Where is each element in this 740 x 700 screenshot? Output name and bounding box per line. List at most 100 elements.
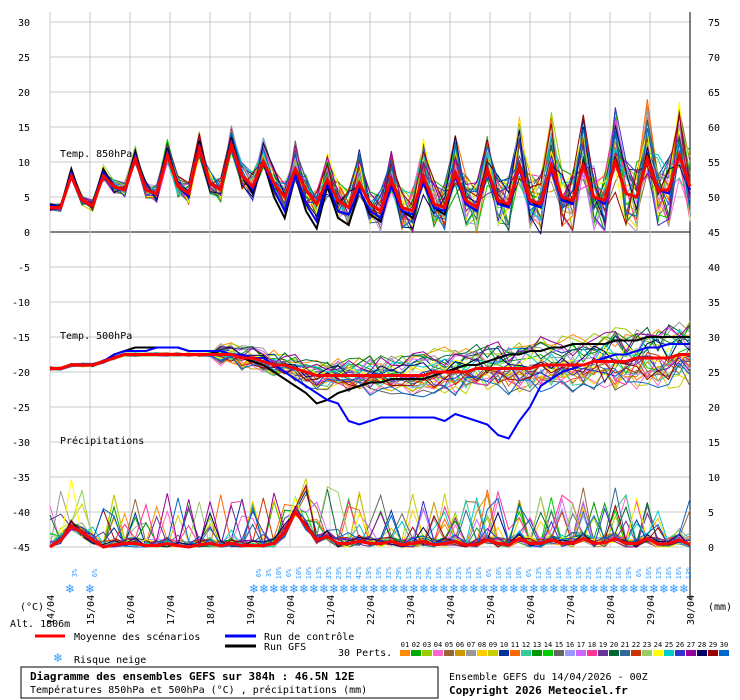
- pert-legend-label: 29: [709, 641, 717, 649]
- pert-legend-swatch: [587, 650, 597, 656]
- snow-risk-pct: 29%: [395, 566, 403, 579]
- snow-risk-pct: 10%: [305, 566, 313, 579]
- right-tick-label: 60: [708, 123, 720, 134]
- snow-risk-icon: ❄: [279, 582, 289, 596]
- pert-legend-label: 17: [577, 641, 585, 649]
- snow-risk-icon: ❄: [389, 582, 399, 596]
- snow-risk-icon: ❄: [419, 582, 429, 596]
- pert-legend-label: 20: [610, 641, 618, 649]
- date-tick-label: 17/04: [166, 595, 177, 625]
- pert-legend-label: 24: [654, 641, 662, 649]
- right-tick-label: 30: [708, 333, 720, 344]
- snow-risk-pct: 13%: [535, 566, 543, 579]
- snow-risk-pct: 16%: [665, 566, 673, 579]
- snow-risk-pct: 16%: [475, 566, 483, 579]
- date-tick-label: 28/04: [606, 595, 617, 625]
- pert-850-line: [49, 107, 691, 232]
- date-tick-label: 15/04: [86, 595, 97, 625]
- snow-risk-icon: ❄: [459, 582, 469, 596]
- pert-legend-label: 16: [566, 641, 574, 649]
- snow-risk-icon: ❄: [479, 582, 489, 596]
- legend-gfs-label: Run GFS: [264, 642, 306, 653]
- snow-risk-pct: 16%: [645, 566, 653, 579]
- snow-risk-pct: 13%: [465, 566, 473, 579]
- left-tick-label: 10: [18, 158, 30, 169]
- snow-risk-icon: ❄: [649, 582, 659, 596]
- snow-risk-icon: ❄: [589, 582, 599, 596]
- snow-risk-icon: ❄: [579, 582, 589, 596]
- left-tick-label: 20: [18, 88, 30, 99]
- snow-risk-pct: 19%: [625, 566, 633, 579]
- legend-mean-label: Moyenne des scénarios: [74, 631, 200, 643]
- snow-risk-pct: 10%: [545, 566, 553, 579]
- snow-risk-icon: ❄: [319, 582, 329, 596]
- pert-legend-swatch: [708, 650, 718, 656]
- snow-risk-pct: 3%: [71, 568, 79, 577]
- snow-risk-icon: ❄: [449, 582, 459, 596]
- pert-legend-swatch: [499, 650, 509, 656]
- pert-legend-swatch: [620, 650, 630, 656]
- left-tick-label: -30: [12, 438, 30, 449]
- snow-risk-icon: ❄: [569, 582, 579, 596]
- snow-risk-icon: ❄: [549, 582, 559, 596]
- right-tick-label: 15: [708, 438, 720, 449]
- date-tick-label: 22/04: [366, 595, 377, 625]
- snow-risk-icon: ❄: [539, 582, 549, 596]
- pert-legend-swatch: [565, 650, 575, 656]
- snow-risk-pct: 29%: [415, 566, 423, 579]
- left-tick-label: -25: [12, 403, 30, 414]
- pert-legend-label: 25: [665, 641, 673, 649]
- snow-risk-pct: 13%: [685, 566, 693, 579]
- pert-legend-label: 08: [478, 641, 486, 649]
- snow-risk-pct: 10%: [565, 566, 573, 579]
- pert-legend-label: 14: [544, 641, 552, 649]
- snow-risk-pct: 19%: [375, 566, 383, 579]
- pert-legend-swatch: [554, 650, 564, 656]
- pert-legend-swatch: [642, 650, 652, 656]
- right-tick-label: 10: [708, 473, 720, 484]
- snow-risk-icon: ❄: [519, 582, 529, 596]
- left-tick-label: -20: [12, 368, 30, 379]
- snow-risk-pct: 6%: [255, 568, 263, 577]
- pert-legend-swatch: [466, 650, 476, 656]
- label-precipitations: Précipitations: [60, 435, 144, 447]
- legend-perts-label: 30 Perts.: [338, 648, 392, 659]
- altitude-label: Alt. 1806m: [10, 619, 70, 630]
- left-tick-label: 30: [18, 18, 30, 29]
- left-tick-label: 5: [24, 193, 30, 204]
- legend-control-label: Run de contrôle: [264, 631, 354, 643]
- date-tick-label: 26/04: [526, 595, 537, 625]
- snow-risk-icon: ❄: [639, 582, 649, 596]
- pert-legend-swatch: [411, 650, 421, 656]
- snow-risk-pct: 16%: [675, 566, 683, 579]
- snow-risk-pct: 23%: [455, 566, 463, 579]
- label-temp-850: Temp. 850hPa: [60, 149, 132, 160]
- pert-legend-swatch: [532, 650, 542, 656]
- snow-risk-pct: 35%: [325, 566, 333, 579]
- right-tick-label: 25: [708, 368, 720, 379]
- snow-risk-pct: 23%: [585, 566, 593, 579]
- pert-legend-swatch: [543, 650, 553, 656]
- date-tick-label: 23/04: [406, 595, 417, 625]
- snow-risk-icon: ❄: [259, 582, 269, 596]
- date-tick-label: 30/04: [686, 595, 697, 625]
- snow-risk-pct: 19%: [575, 566, 583, 579]
- right-axis-unit: (mm): [708, 602, 732, 613]
- snow-risk-pct: 29%: [425, 566, 433, 579]
- pert-legend-label: 09: [489, 641, 497, 649]
- pert-legend-swatch: [664, 650, 674, 656]
- date-tick-label: 24/04: [446, 595, 457, 625]
- left-tick-label: -40: [12, 508, 30, 519]
- snow-risk-pct: 13%: [655, 566, 663, 579]
- right-tick-label: 0: [708, 543, 714, 554]
- pert-legend-swatch: [675, 650, 685, 656]
- snow-risk-icon: ❄: [249, 582, 259, 596]
- date-tick-label: 29/04: [646, 595, 657, 625]
- date-tick-label: 20/04: [286, 595, 297, 625]
- snow-risk-icon: ❄: [359, 582, 369, 596]
- snow-risk-icon: ❄: [269, 582, 279, 596]
- pert-500-line: [49, 328, 691, 377]
- pert-legend-label: 05: [445, 641, 453, 649]
- right-tick-label: 20: [708, 403, 720, 414]
